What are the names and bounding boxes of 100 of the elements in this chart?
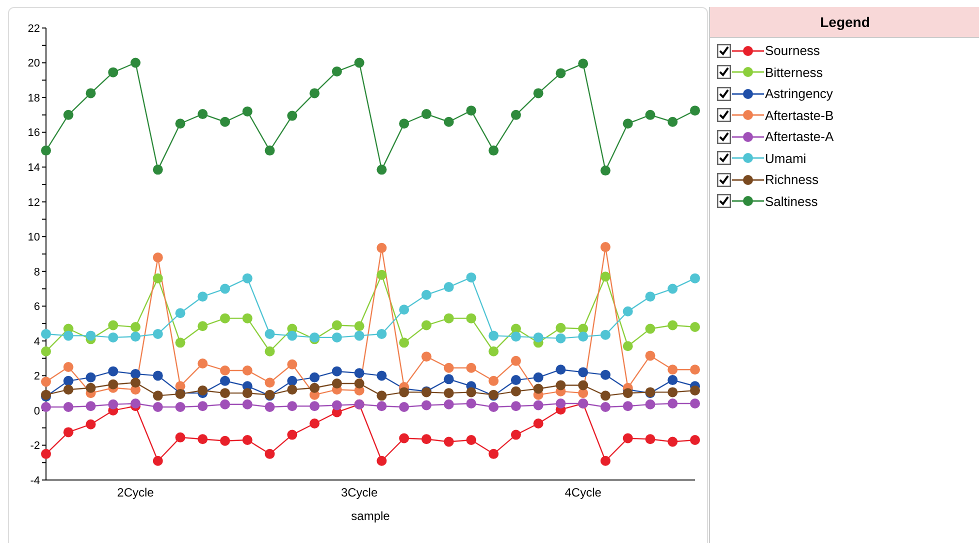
point <box>175 308 186 318</box>
point <box>175 402 186 412</box>
point <box>645 292 656 302</box>
point <box>198 401 208 412</box>
point <box>152 328 163 339</box>
point <box>287 384 298 395</box>
point <box>220 399 230 410</box>
point <box>310 88 320 98</box>
point <box>86 419 96 430</box>
point <box>533 88 544 98</box>
point <box>354 378 364 389</box>
legend-label: Bitterness <box>765 64 823 80</box>
point <box>63 376 74 386</box>
point <box>198 292 208 302</box>
point <box>376 401 387 412</box>
point <box>578 367 588 378</box>
point <box>668 116 678 127</box>
point <box>690 106 700 116</box>
point <box>220 284 230 294</box>
point <box>488 376 499 386</box>
point <box>444 399 454 410</box>
point <box>310 418 320 428</box>
point <box>264 346 275 356</box>
point <box>444 374 454 384</box>
point <box>332 332 342 342</box>
point <box>622 118 633 129</box>
point <box>488 402 499 412</box>
point <box>645 350 656 361</box>
point <box>421 290 432 300</box>
point <box>578 58 588 69</box>
point <box>152 456 163 466</box>
point <box>152 390 163 401</box>
point <box>198 321 208 332</box>
y-tick-label: 14 <box>28 162 40 174</box>
point <box>242 388 252 398</box>
point <box>399 304 410 315</box>
point <box>444 436 454 447</box>
point <box>690 322 700 332</box>
point <box>510 356 521 366</box>
point <box>444 282 454 292</box>
point <box>287 359 298 370</box>
y-tick-label: -4 <box>30 474 40 487</box>
point <box>152 273 163 284</box>
point <box>332 66 342 76</box>
point <box>668 364 678 375</box>
point <box>86 330 96 341</box>
point <box>690 385 700 396</box>
point <box>600 402 610 412</box>
y-tick-label: -2 <box>30 440 40 452</box>
point <box>488 346 499 356</box>
legend-label: Saltiness <box>765 194 818 209</box>
point <box>152 370 163 381</box>
point <box>556 398 566 409</box>
point <box>645 324 656 334</box>
point <box>600 166 610 176</box>
point <box>399 118 410 129</box>
point <box>130 368 141 379</box>
point <box>533 384 544 394</box>
point <box>242 313 252 324</box>
point <box>690 364 700 375</box>
point <box>130 58 141 68</box>
point <box>264 378 275 388</box>
point <box>466 106 476 116</box>
point <box>198 109 208 120</box>
y-tick-label: 4 <box>34 336 40 348</box>
point <box>376 456 387 466</box>
point <box>488 448 499 459</box>
point <box>510 386 521 396</box>
point <box>645 434 656 444</box>
point <box>242 106 252 116</box>
point <box>533 372 544 382</box>
point <box>130 322 141 332</box>
point <box>421 320 432 330</box>
point <box>556 364 566 375</box>
point <box>264 328 275 339</box>
point <box>510 430 521 440</box>
point <box>533 418 544 428</box>
point <box>421 352 432 362</box>
point <box>376 370 387 381</box>
point <box>264 402 275 412</box>
point <box>287 430 298 440</box>
point <box>86 88 96 98</box>
point <box>376 164 387 175</box>
point <box>354 330 364 341</box>
point <box>63 427 74 438</box>
legend-label: Richness <box>765 172 818 188</box>
point <box>600 272 610 282</box>
point <box>332 378 342 389</box>
y-tick-label: 16 <box>28 127 40 140</box>
legend-label: Sourness <box>765 43 820 58</box>
point <box>152 164 163 175</box>
point <box>622 433 633 444</box>
point <box>556 322 566 333</box>
point <box>600 242 610 252</box>
point <box>86 372 96 382</box>
point <box>63 330 74 341</box>
point <box>108 67 118 78</box>
point <box>466 362 476 373</box>
point <box>354 58 364 68</box>
point <box>466 272 476 282</box>
